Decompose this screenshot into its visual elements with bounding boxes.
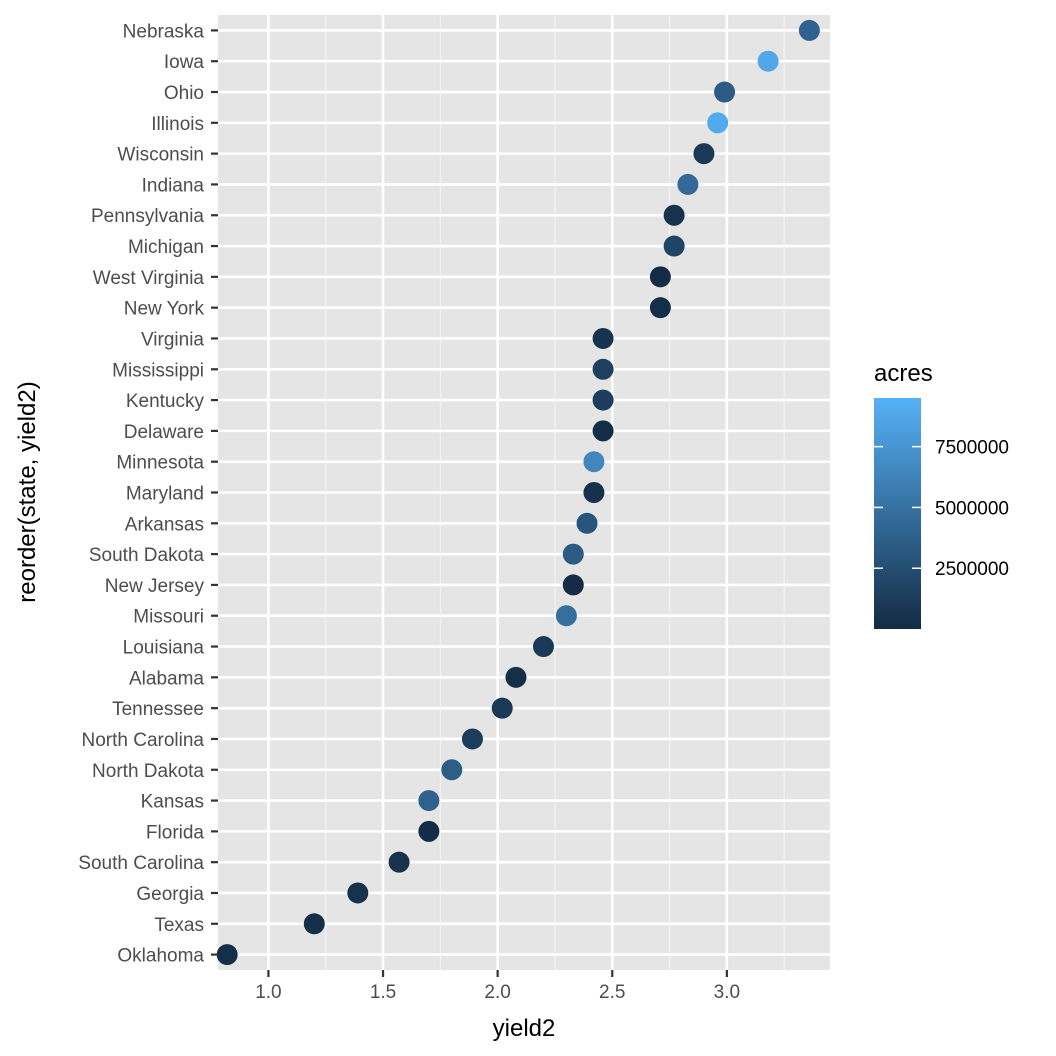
y-tick-label: Missouri [133,607,204,628]
y-tick-label: Ohio [164,83,204,104]
data-point [418,790,440,812]
data-point [562,543,584,565]
x-axis: 1.0 1.5 2.0 2.5 3.0 [255,970,740,1003]
legend-ticks: 2500000 5000000 7500000 [874,438,1009,580]
y-tick-label: New Jersey [105,576,205,597]
data-point [663,235,685,257]
y-tick-label: South Dakota [89,545,205,566]
y-axis: Nebraska Iowa Ohio Illinois Wisconsin Indiana… [78,21,218,967]
data-point [441,759,463,781]
major-gridlines [218,15,830,970]
data-point [693,143,715,165]
y-tick-label: Louisiana [123,638,205,659]
data-point [532,636,554,658]
y-tick-label: Illinois [151,114,204,135]
y-tick-label: Kansas [141,792,204,813]
data-point [649,297,671,319]
legend-tick-label: 7500000 [935,438,1009,459]
data-point [418,820,440,842]
data-point [491,697,513,719]
data-point [798,19,820,41]
y-tick-label: Kentucky [126,391,205,412]
legend: acres 2500000 5000000 7500000 [874,360,1009,629]
y-tick-label: Nebraska [123,21,205,42]
y-tick-label: Michigan [128,237,204,258]
data-point [216,944,238,966]
x-tick-label: 1.0 [255,982,281,1003]
y-tick-label: New York [124,299,205,320]
legend-tick-label: 2500000 [935,559,1009,580]
data-point [663,204,685,226]
data-point [757,50,779,72]
y-tick-label: Florida [146,822,205,843]
data-point [583,451,605,473]
y-tick-label: Minnesota [116,453,204,474]
legend-tick-label: 5000000 [935,498,1009,519]
data-point [714,81,736,103]
y-tick-label: Oklahoma [117,946,204,967]
data-point [388,851,410,873]
y-tick-label: Mississippi [112,360,204,381]
y-tick-label: Delaware [124,422,204,443]
data-point [592,420,614,442]
y-tick-label: Alabama [129,668,204,689]
x-tick-label: 2.5 [599,982,625,1003]
data-point [303,913,325,935]
data-point [583,482,605,503]
y-tick-label: Georgia [136,884,204,905]
x-tick-label: 1.5 [370,982,396,1003]
data-point [555,605,577,627]
data-point [707,112,729,134]
y-tick-label: North Carolina [82,730,205,751]
data-point [347,882,369,904]
y-tick-label: West Virginia [93,268,205,289]
data-point [592,389,614,411]
data-point [562,574,584,596]
data-point [677,173,699,195]
legend-colorbar [874,398,921,629]
y-tick-label: Virginia [141,329,204,350]
data-points [216,19,820,966]
y-tick-label: Texas [154,915,204,936]
y-tick-label: South Carolina [78,853,204,874]
y-tick-label: North Dakota [92,761,204,782]
y-tick-label: Indiana [142,175,205,196]
legend-title: acres [874,360,933,387]
data-point [576,512,598,534]
y-tick-label: Maryland [126,484,204,505]
x-tick-label: 2.0 [484,982,510,1003]
x-tick-label: 3.0 [714,982,740,1003]
data-point [649,266,671,288]
data-point [505,666,527,688]
y-tick-label: Iowa [164,52,205,73]
y-tick-label: Tennessee [112,699,204,720]
data-point [592,327,614,349]
data-point [592,358,614,380]
y-tick-label: Arkansas [125,514,204,535]
y-tick-label: Wisconsin [117,145,204,166]
x-axis-title: yield2 [493,1015,556,1042]
y-axis-title: reorder(state, yield2) [14,381,41,602]
data-point [461,728,483,750]
y-tick-label: Pennsylvania [91,206,204,227]
